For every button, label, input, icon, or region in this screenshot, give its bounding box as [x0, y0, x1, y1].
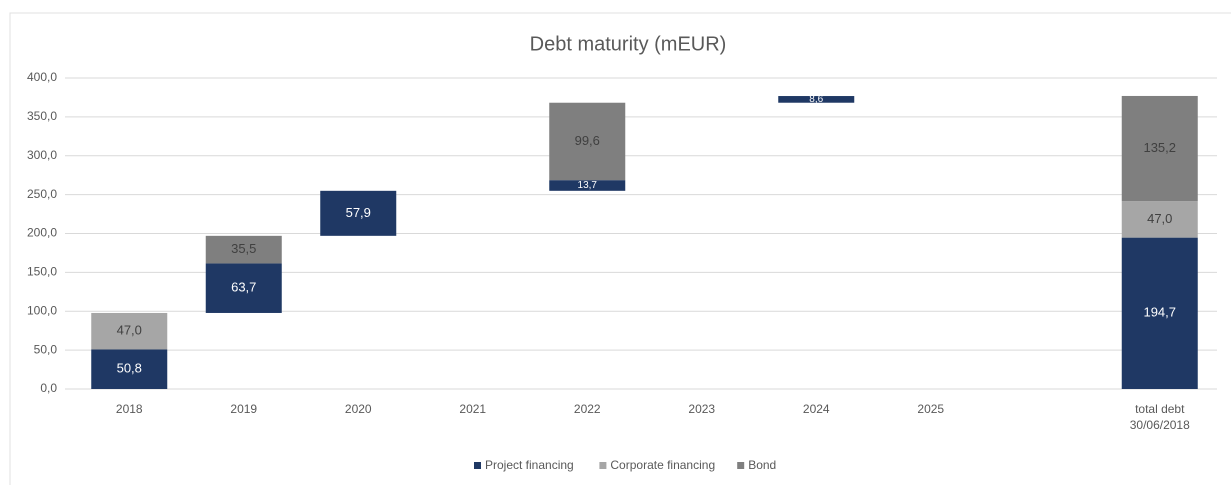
y-tick-label: 400,0 — [27, 70, 57, 84]
bar-segment — [1121, 201, 1198, 238]
x-tick-label: 2024 — [802, 402, 830, 416]
legend-swatch — [737, 462, 745, 469]
chart-title: Debt maturity (mEUR) — [530, 33, 727, 55]
bar-segment — [205, 263, 282, 313]
chart-frame — [9, 12, 1231, 485]
y-tick-label: 100,0 — [27, 303, 57, 317]
x-tick-label: total debt 30/06/2018 — [1129, 402, 1190, 432]
y-tick-label: 350,0 — [27, 109, 57, 123]
legend-swatch — [599, 462, 607, 469]
bar-segment — [549, 102, 626, 181]
x-tick-label: 2018 — [115, 402, 143, 416]
x-tick-label: 2020 — [344, 402, 372, 416]
bar-segment — [320, 190, 397, 236]
bar-segment — [1121, 237, 1198, 389]
y-tick-label: 300,0 — [27, 148, 57, 162]
value-label: 194,7 — [1143, 305, 1176, 320]
bar-segment — [91, 349, 168, 389]
legend-label: Project financing — [485, 458, 574, 472]
x-tick-label: 2021 — [459, 402, 487, 416]
value-label: 13,7 — [578, 180, 598, 191]
x-tick-label: 2019 — [230, 402, 258, 416]
value-label: 47,0 — [117, 323, 142, 338]
value-label: 57,9 — [346, 205, 371, 220]
x-tick-label: 2022 — [573, 402, 601, 416]
bar-segment — [205, 235, 282, 264]
value-label: 63,7 — [231, 280, 256, 295]
value-label: 135,2 — [1143, 140, 1176, 155]
y-tick-label: 0,0 — [40, 381, 57, 395]
legend-swatch — [474, 462, 481, 469]
bar-segment — [91, 312, 168, 350]
y-tick-label: 200,0 — [27, 226, 57, 240]
x-tick-label: 2023 — [688, 402, 716, 416]
y-tick-label: 150,0 — [27, 265, 57, 279]
y-tick-label: 250,0 — [27, 187, 57, 201]
value-label: 35,5 — [231, 241, 256, 256]
value-label: 50,8 — [117, 361, 142, 376]
bar-segment — [778, 96, 855, 103]
bar-segment — [1121, 95, 1198, 202]
legend-label: Corporate financing — [610, 458, 715, 472]
bar-segment — [549, 180, 626, 191]
value-label: 99,6 — [575, 133, 600, 148]
value-label: 47,0 — [1147, 211, 1172, 226]
value-label: 8,6 — [809, 94, 823, 105]
y-tick-label: 50,0 — [34, 342, 58, 356]
legend-label: Bond — [748, 458, 776, 472]
x-tick-label: 2025 — [917, 402, 945, 416]
